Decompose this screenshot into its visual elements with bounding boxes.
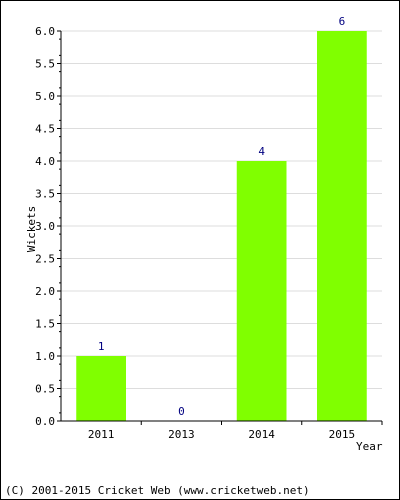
data-label: 0 [178, 405, 185, 418]
bar-chart: 0.00.51.01.52.02.53.03.54.04.55.05.56.0 … [25, 15, 383, 453]
axes [57, 30, 383, 425]
y-tick-label: 5.5 [35, 58, 55, 71]
x-tick-label: 2015 [329, 428, 356, 441]
y-tick-label: 2.0 [35, 285, 55, 298]
x-axis-label: Year [356, 440, 383, 453]
y-tick-label: 4.0 [35, 155, 55, 168]
y-tick-label: 5.0 [35, 90, 55, 103]
y-axis-label: Wickets [25, 206, 38, 252]
y-tick-label: 3.5 [35, 188, 55, 201]
y-tick-label: 6.0 [35, 25, 55, 38]
x-tick-label: 2013 [168, 428, 195, 441]
data-labels: 1 0 4 6 [98, 15, 345, 418]
y-tick-label: 2.5 [35, 253, 55, 266]
x-tick-labels: 2011 2013 2014 2015 [88, 428, 355, 441]
bar [316, 31, 367, 421]
bar [236, 161, 287, 421]
y-tick-label: 1.5 [35, 318, 55, 331]
y-tick-label: 1.0 [35, 350, 55, 363]
y-tick-label: 3.0 [35, 220, 55, 233]
data-label: 4 [258, 145, 265, 158]
x-tick-label: 2014 [248, 428, 275, 441]
bars [76, 31, 367, 421]
bar [76, 356, 127, 421]
data-label: 1 [98, 340, 105, 353]
data-label: 6 [339, 15, 346, 28]
y-tick-label: 0.0 [35, 415, 55, 428]
copyright-text: (C) 2001-2015 Cricket Web (www.cricketwe… [5, 484, 310, 497]
y-tick-labels: 0.0 0.5 1.0 1.5 2.0 2.5 3.0 3.5 4.0 4.5 5.0 5.5 6.0 [35, 25, 55, 428]
y-tick-label: 4.5 [35, 123, 55, 136]
y-tick-label: 0.5 [35, 383, 55, 396]
x-tick-label: 2011 [88, 428, 115, 441]
